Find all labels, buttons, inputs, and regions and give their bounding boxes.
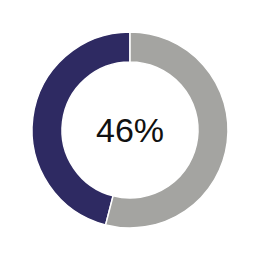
center-label: 46% xyxy=(96,111,164,149)
slices xyxy=(32,32,228,228)
chart: 46% xyxy=(0,0,260,260)
